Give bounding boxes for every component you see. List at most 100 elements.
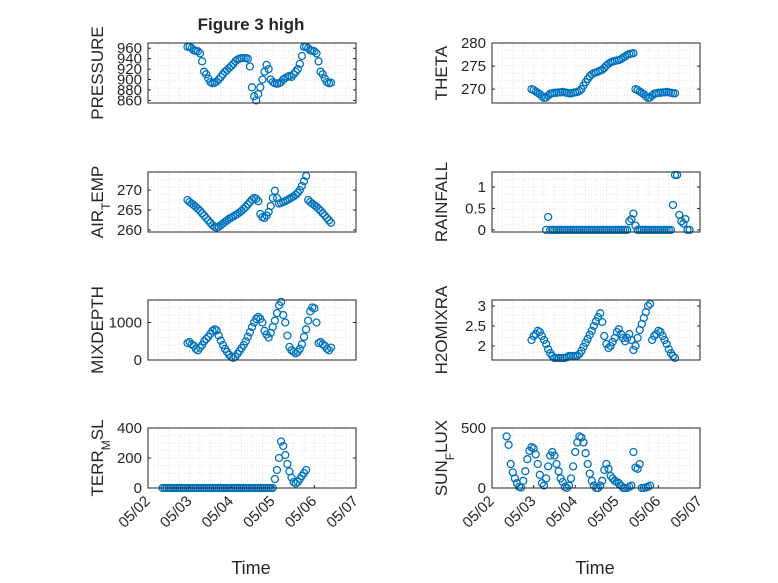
data-point <box>191 344 200 353</box>
data-point <box>320 211 329 220</box>
data-point <box>281 450 290 460</box>
data-point <box>581 449 590 458</box>
data-point <box>533 459 542 469</box>
data-point <box>596 309 605 318</box>
data-point <box>531 450 540 459</box>
data-point <box>596 481 605 490</box>
data-point <box>535 327 544 337</box>
data-point <box>318 209 327 218</box>
data-point <box>635 459 644 469</box>
data-point <box>537 91 547 101</box>
data-point <box>258 75 267 84</box>
data-point <box>629 447 638 457</box>
data-point <box>558 477 567 487</box>
x-tick-label: 05/02 <box>459 493 498 532</box>
axes-box <box>147 42 357 104</box>
y-axis-label: THETA <box>432 45 451 100</box>
data-point <box>254 197 263 206</box>
x-tick-label: 05/04 <box>198 493 237 532</box>
x-tick-label: 05/07 <box>667 493 706 532</box>
data-point <box>587 476 596 485</box>
data-point <box>314 57 323 66</box>
data-point <box>270 186 280 195</box>
figure-title: Figure 3 high <box>198 15 305 34</box>
data-point <box>243 200 252 209</box>
data-point <box>666 225 676 235</box>
data-point <box>589 321 599 331</box>
data-point <box>579 342 588 351</box>
data-point <box>648 335 657 345</box>
y-tick-label: 270 <box>117 182 142 199</box>
data-point <box>616 329 626 339</box>
data-point <box>685 225 694 235</box>
data-point <box>506 459 515 469</box>
data-point <box>604 464 613 473</box>
data-point <box>318 340 327 349</box>
data-point <box>656 327 665 337</box>
data-point <box>681 214 690 224</box>
y-tick-label: 2 <box>478 338 486 355</box>
data-point <box>575 86 584 96</box>
data-point <box>245 62 255 71</box>
data-point <box>247 322 257 332</box>
data-point <box>322 344 332 353</box>
data-point <box>670 89 680 98</box>
data-point <box>281 318 290 327</box>
y-tick-label: 920 <box>117 61 142 78</box>
axes-box <box>491 427 701 489</box>
data-point <box>276 297 286 307</box>
subplot-theta: 270 275 280 THETA <box>432 35 701 104</box>
data-point <box>618 53 628 62</box>
data-point <box>212 77 221 86</box>
data-point <box>195 49 205 58</box>
data-point <box>295 185 304 195</box>
data-point <box>519 476 528 485</box>
data-point <box>301 465 311 475</box>
y-axis-label: PRESSURE <box>88 26 107 120</box>
data-point <box>314 204 323 213</box>
data-point <box>262 60 271 70</box>
y-tick-label: 280 <box>461 35 486 52</box>
data-point <box>523 455 532 464</box>
data-point <box>193 47 203 56</box>
x-tick-label: 05/03 <box>157 493 196 532</box>
data-point <box>291 479 300 488</box>
data-point <box>633 85 642 95</box>
data-point <box>252 194 261 203</box>
x-tick-label: 05/04 <box>542 493 581 532</box>
data-point <box>658 331 667 341</box>
data-point <box>195 343 205 352</box>
data-point <box>202 213 211 223</box>
data-point <box>287 72 296 82</box>
data-point <box>544 462 553 471</box>
y-tick-label: 270 <box>461 81 486 98</box>
data-point <box>614 325 624 334</box>
data-point <box>297 181 307 191</box>
data-point <box>627 481 636 490</box>
data-point <box>304 316 313 325</box>
data-point <box>202 70 211 79</box>
data-point <box>660 335 669 345</box>
x-tick-label: 05/06 <box>282 493 321 532</box>
data-point <box>264 64 273 74</box>
data-point <box>231 57 240 66</box>
y-axis-label: TERRMSL <box>88 419 113 496</box>
data-point <box>631 221 640 230</box>
data-point <box>245 328 255 337</box>
data-point <box>641 91 651 101</box>
axes-box <box>491 42 701 104</box>
x-tick-label: 05/03 <box>501 493 540 532</box>
data-point <box>291 349 300 358</box>
x-tick-label: 05/05 <box>584 493 623 532</box>
data-point <box>679 219 688 228</box>
subplot-rainfall: 0 0.5 1 RAINFALL <box>432 162 701 242</box>
data-point <box>604 343 613 353</box>
data-point <box>279 75 288 84</box>
x-tick-label: 05/05 <box>240 493 279 532</box>
data-point <box>310 47 319 56</box>
data-point <box>289 70 298 79</box>
data-point <box>208 326 217 335</box>
y-tick-label: 900 <box>117 72 142 89</box>
x-tick-label: 05/07 <box>323 493 362 532</box>
